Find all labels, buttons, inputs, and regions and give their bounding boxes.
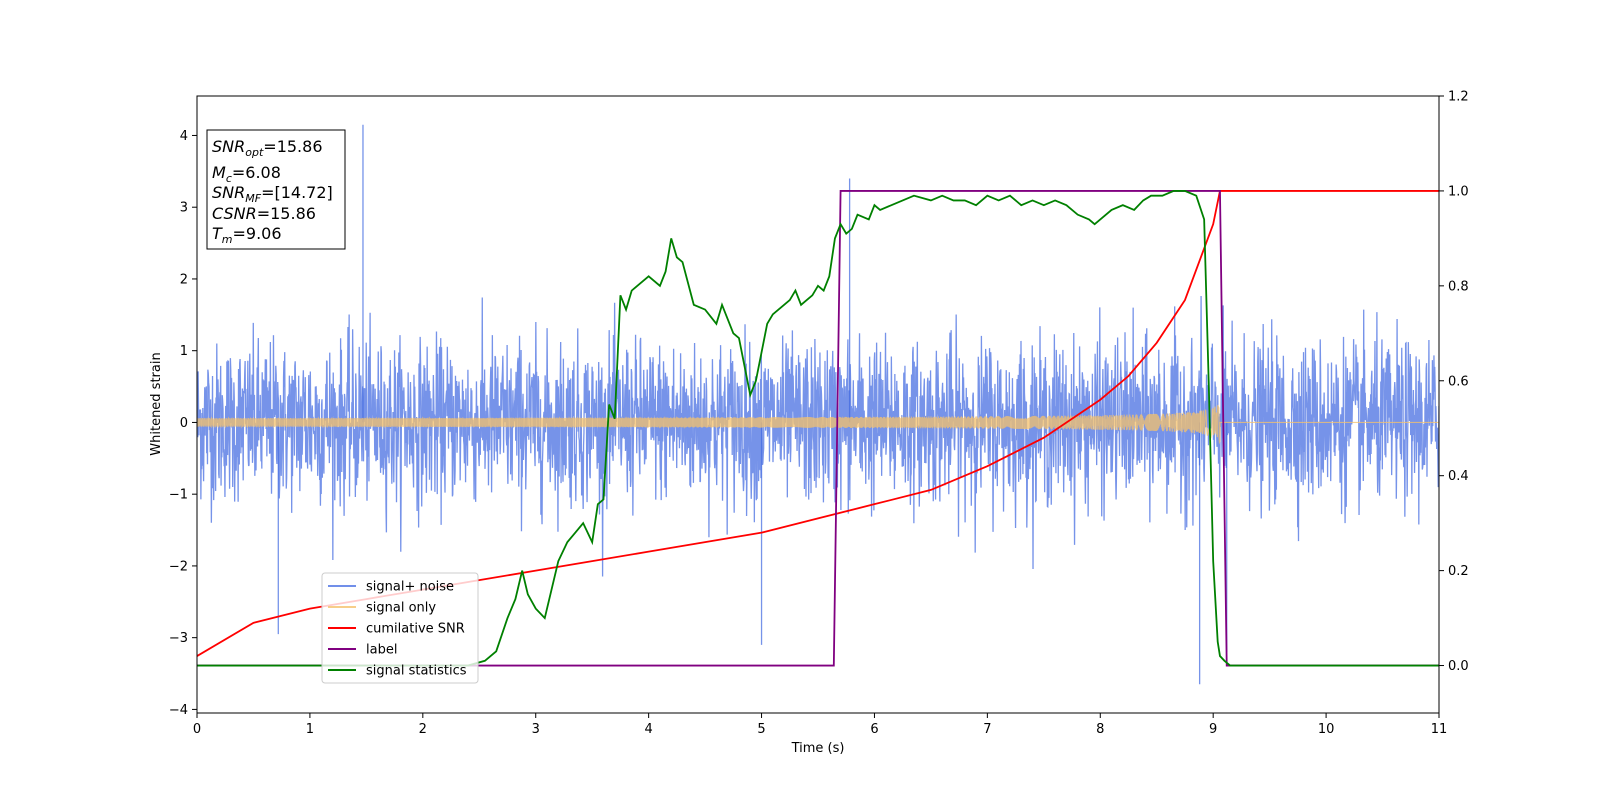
x-tick-label: 0: [193, 722, 201, 737]
info-box-line: SNRopt=15.86: [212, 137, 323, 159]
y2-tick-label: 0.2: [1448, 564, 1469, 579]
x-tick-label: 1: [306, 722, 314, 737]
y2-tick-label: 0.6: [1448, 374, 1469, 389]
y-tick-label: −1: [169, 488, 188, 503]
x-tick-label: 6: [870, 722, 878, 737]
legend-frame: [321, 572, 479, 684]
y-tick-label: 4: [180, 129, 188, 144]
x-tick-label: 7: [983, 722, 991, 737]
x-tick-label: 3: [532, 722, 540, 737]
y-axis-label: Whitened strain: [149, 352, 164, 455]
legend-label-cumilative-snr: cumilative SNR: [366, 622, 465, 637]
info-box-line: SNRMF=[14.72]: [212, 183, 333, 205]
y-tick-label: 0: [180, 416, 188, 431]
y-tick-label: −3: [169, 631, 188, 646]
x-axis-label: Time (s): [791, 741, 845, 756]
y2-tick-label: 0.4: [1448, 469, 1469, 484]
x-tick-label: 10: [1318, 722, 1335, 737]
legend-label-signal-only: signal only: [366, 601, 436, 616]
y2-tick-label: 1.0: [1448, 184, 1469, 199]
series-line-signal-noise: [197, 295, 1439, 577]
x-tick-label: 5: [757, 722, 765, 737]
info-box: SNRopt=15.86 Mc=6.08SNRMF=[14.72]CSNR=15.…: [206, 129, 346, 250]
info-box-line: Mc=6.08: [212, 163, 281, 185]
legend-label-signal-statistics: signal statistics: [366, 664, 467, 679]
series-line-signal-statistics: [197, 190, 1439, 667]
axes-layer: 0 1 2 3 4 5 6 7 8 9 10 11 −4 −3 −2 −1 0 1 2 3 4 0.0 0.2 0.4 0.6 0…: [169, 90, 1469, 738]
y-tick-label: 1: [180, 344, 188, 359]
info-box-line: CSNR=15.86: [212, 204, 316, 223]
y2-tick-label: 0.0: [1448, 659, 1469, 674]
x-tick-label: 9: [1209, 722, 1217, 737]
y2-tick-label: 0.8: [1448, 279, 1469, 294]
x-tick-label: 4: [644, 722, 652, 737]
legend: signal+ noise signal only cumilative SNR la…: [321, 572, 479, 684]
y-tick-label: 2: [180, 272, 188, 287]
legend-label-signal-noise: signal+ noise: [366, 580, 454, 595]
y-tick-label: 3: [180, 201, 188, 216]
y2-tick-label: 1.2: [1448, 90, 1469, 105]
x-tick-label: 11: [1431, 722, 1448, 737]
info-box-line: Tm=9.06: [212, 224, 282, 246]
plot-frame: [196, 95, 1440, 714]
y-tick-label: −2: [169, 559, 188, 574]
x-tick-label: 8: [1096, 722, 1104, 737]
legend-label-label: label: [366, 643, 397, 658]
x-tick-label: 2: [419, 722, 427, 737]
y-tick-label: −4: [169, 703, 188, 718]
info-box-frame: [206, 129, 346, 250]
series-line-signal-only: [197, 404, 1439, 445]
